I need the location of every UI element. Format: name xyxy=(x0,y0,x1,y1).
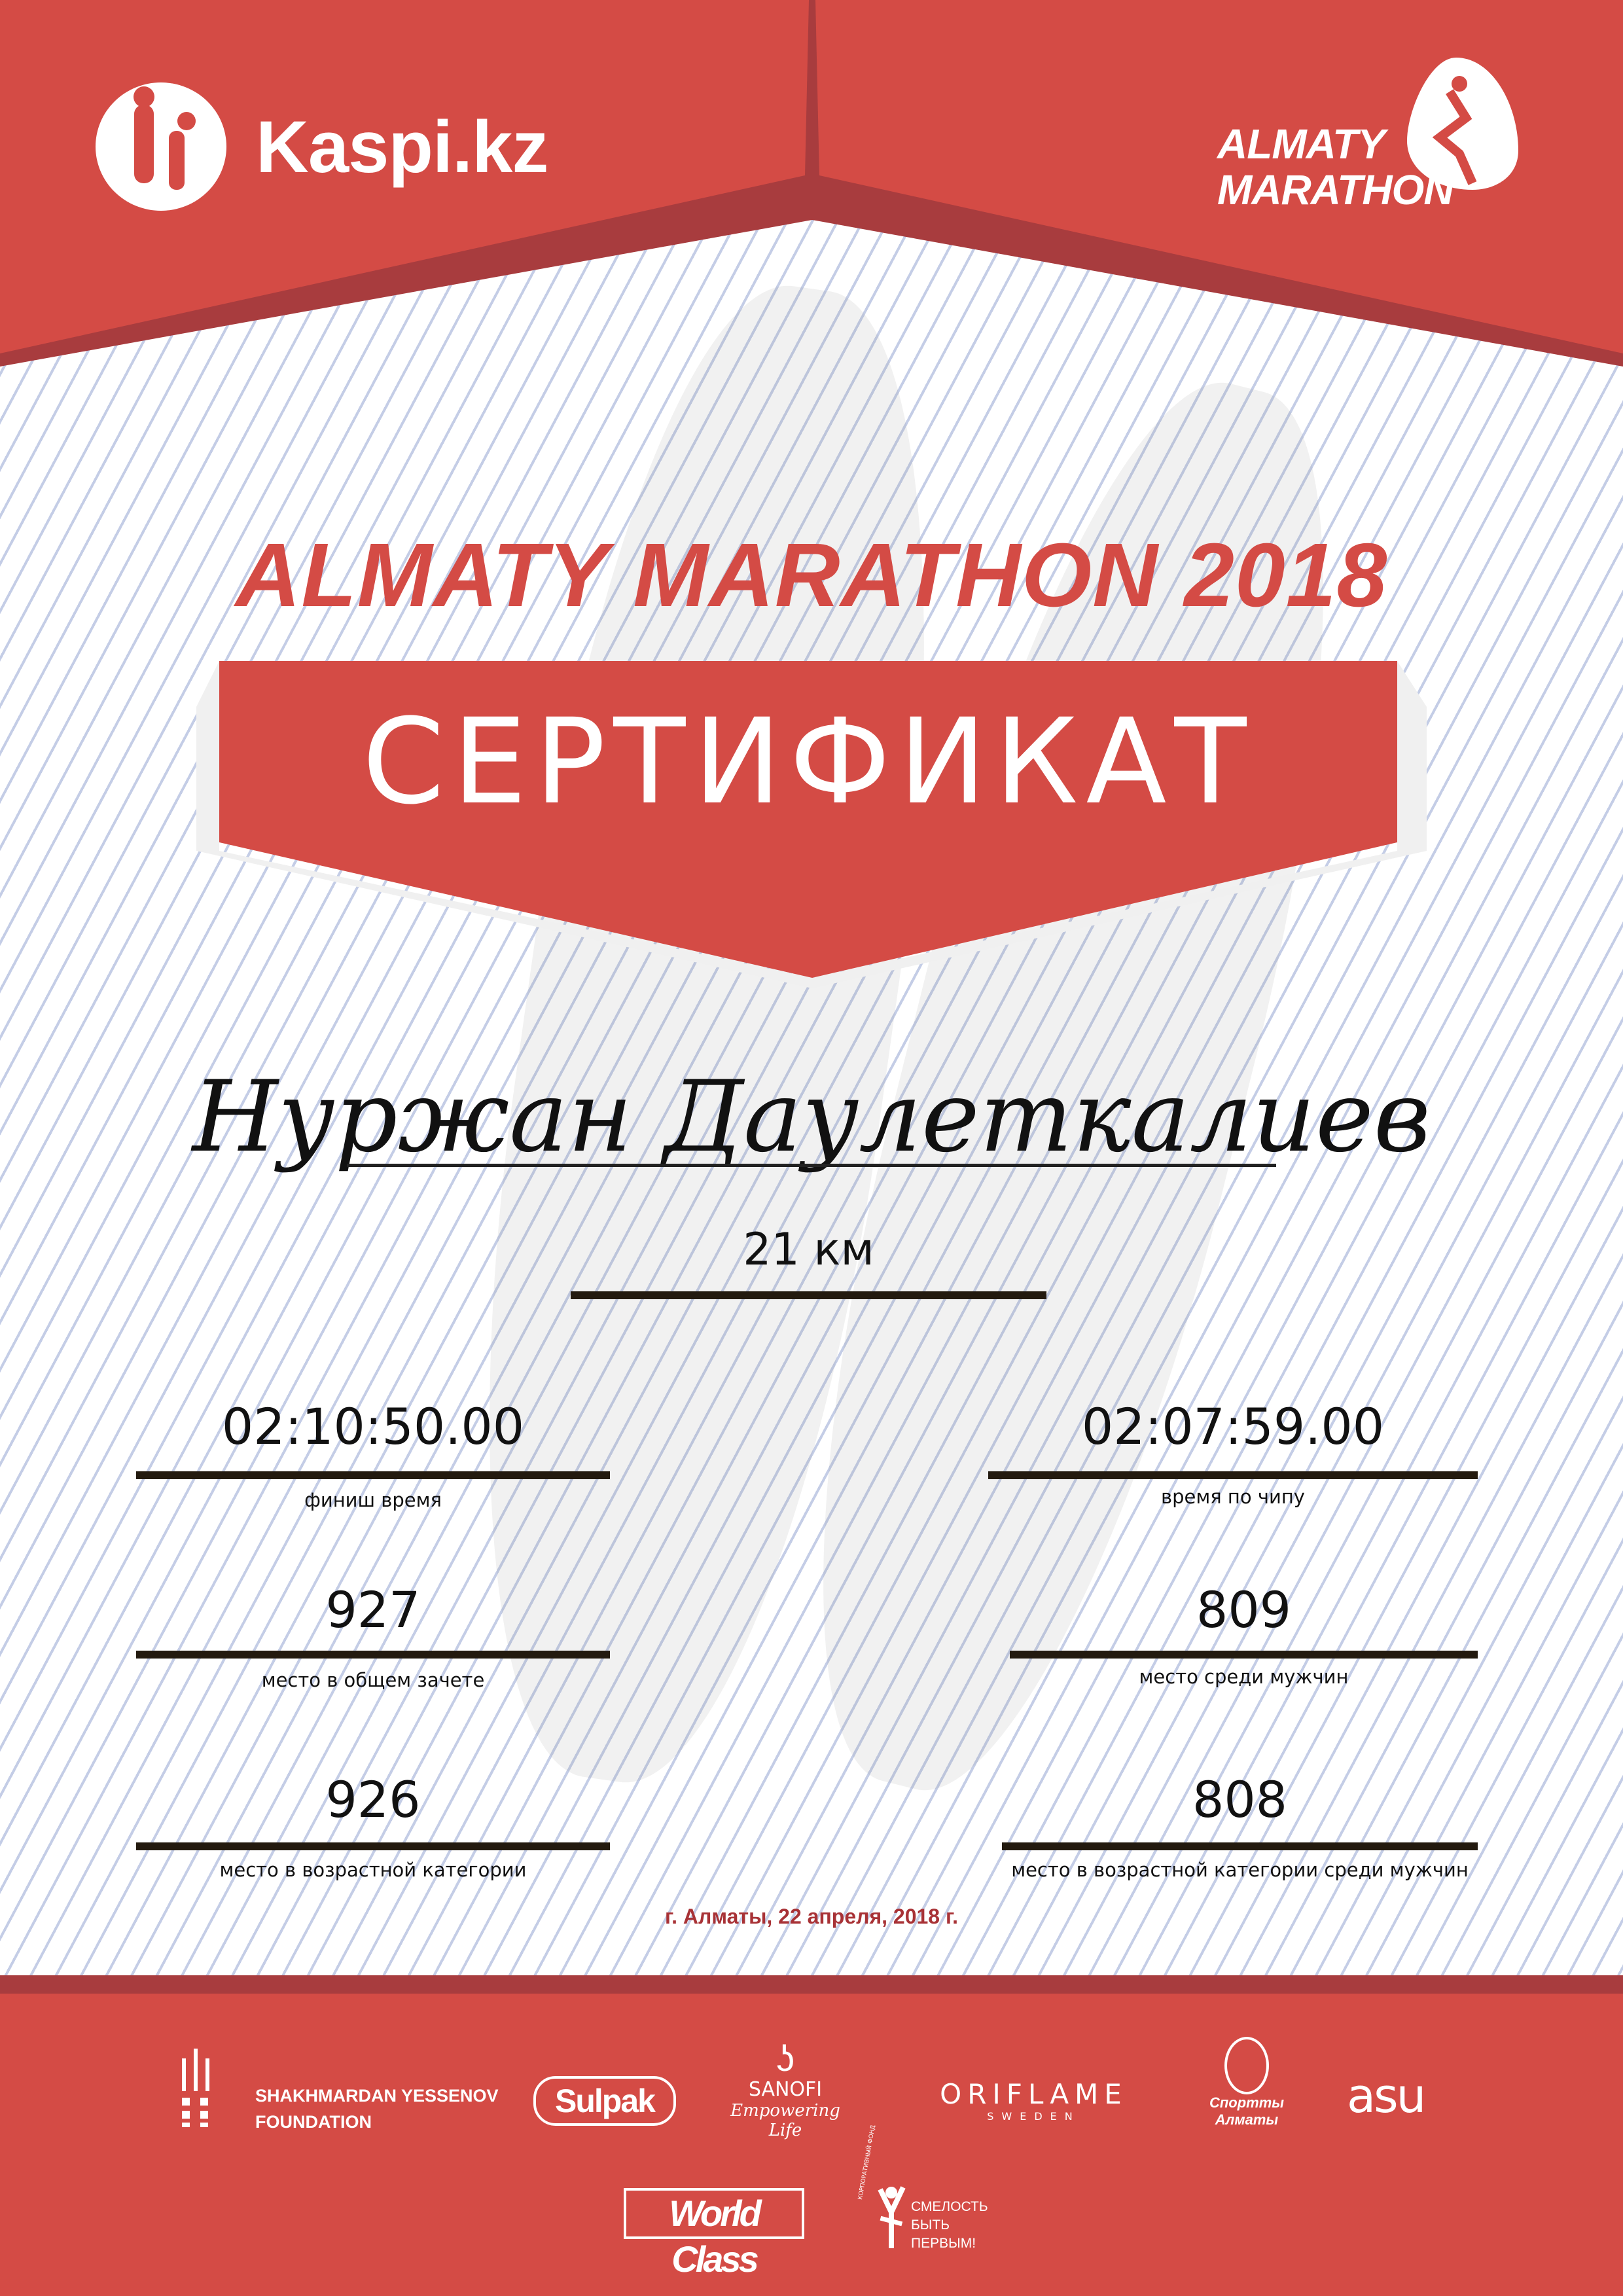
event-title: ALMATY MARATHON 2018 xyxy=(235,525,1388,626)
distance-value: 21 км xyxy=(743,1224,874,1276)
asu-logo: asu xyxy=(1347,2068,1426,2123)
sport-almaty-logo: Спортты Алматы xyxy=(1194,2037,1299,2128)
oriflame-logo: ORIFLAME SWEDEN xyxy=(924,2078,1143,2123)
kaspi-people-icon xyxy=(96,82,226,211)
name-underline xyxy=(347,1164,1276,1167)
yessenov-bars-icon xyxy=(182,2049,209,2127)
chip-time-line xyxy=(988,1471,1478,1479)
sponsors-footer xyxy=(0,1975,1623,2296)
oriflame-name: ORIFLAME xyxy=(940,2078,1128,2110)
header-banner xyxy=(0,0,1623,367)
oriflame-sub: SWEDEN xyxy=(987,2110,1080,2123)
yessenov-line-2: FOUNDATION xyxy=(255,2112,372,2132)
almaty-marathon-logo: ALMATY MARATHON xyxy=(1217,121,1454,213)
world-class-logo: World Class xyxy=(624,2188,804,2280)
age-men-place-value: 808 xyxy=(1192,1770,1288,1829)
certificate-heading: СЕРТИФИКАТ xyxy=(362,694,1255,831)
men-place-value: 809 xyxy=(1196,1581,1292,1639)
runner-drop-icon xyxy=(1407,58,1518,190)
logo-line-1: ALMATY xyxy=(1217,120,1385,168)
chip-time-value: 02:07:59.00 xyxy=(1081,1397,1385,1456)
distance-line xyxy=(571,1291,1046,1299)
age-place-line xyxy=(136,1842,610,1850)
age-men-place-line xyxy=(1002,1842,1478,1850)
sport-almaty-line-1: Спортты xyxy=(1209,2094,1285,2111)
overall-place-label: место в общем зачете xyxy=(261,1669,485,1691)
sport-almaty-emblem-icon xyxy=(1224,2037,1269,2094)
age-place-value: 926 xyxy=(325,1770,421,1829)
yessenov-line-1: SHAKHMARDAN YESSENOV xyxy=(255,2086,499,2106)
courage-line-3: ПЕРВЫМ! xyxy=(911,2236,976,2251)
kaspi-logo-text: Kaspi.kz xyxy=(256,106,548,188)
sport-almaty-line-2: Алматы xyxy=(1215,2111,1279,2128)
overall-place-value: 927 xyxy=(325,1581,421,1639)
finish-time-value: 02:10:50.00 xyxy=(221,1397,525,1456)
finish-time-label: финиш время xyxy=(304,1489,442,1511)
issue-date: г. Алматы, 22 апреля, 2018 г. xyxy=(665,1905,958,1928)
sanofi-name: SANOFI xyxy=(748,2078,823,2101)
chip-time-label: время по чипу xyxy=(1161,1486,1305,1508)
courage-line-1: СМЕЛОСТЬ xyxy=(911,2199,988,2214)
courage-figure-icon xyxy=(878,2186,906,2248)
certificate-banner xyxy=(196,661,1427,988)
overall-place-line xyxy=(136,1651,610,1659)
age-men-place-label: место в возрастной категории среди мужчи… xyxy=(1011,1859,1469,1881)
men-place-line xyxy=(1010,1651,1478,1659)
age-place-label: место в возрастной категории xyxy=(219,1859,527,1881)
participant-name: Нуржан Даулеткалиев xyxy=(192,1060,1431,1174)
sanofi-bird-icon: ʖ xyxy=(776,2037,794,2079)
sulpak-logo: Sulpak xyxy=(533,2076,676,2126)
courage-line-2: БЫТЬ xyxy=(911,2217,950,2233)
footer-divider xyxy=(0,1975,1623,1994)
sanofi-logo: ʖ SANOFI Empowering Life xyxy=(720,2037,851,2141)
men-place-label: место среди мужчин xyxy=(1139,1666,1349,1688)
finish-time-line xyxy=(136,1471,610,1479)
logo-line-2: MARATHON xyxy=(1217,166,1454,213)
sanofi-tagline: Empowering Life xyxy=(730,2101,840,2140)
